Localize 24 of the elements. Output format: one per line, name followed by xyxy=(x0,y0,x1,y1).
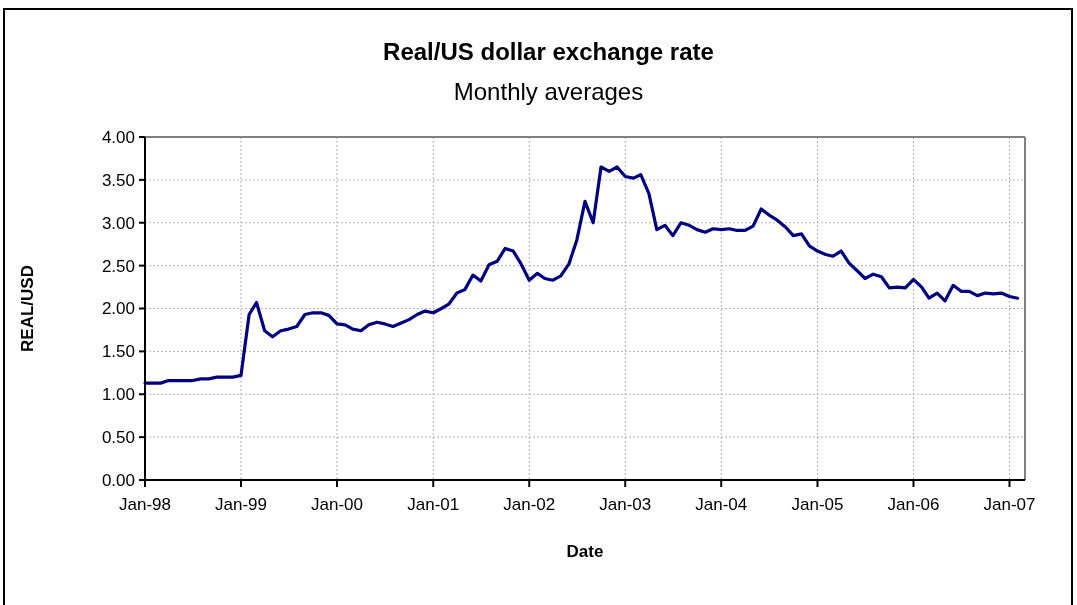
x-tick-label: Jan-03 xyxy=(599,495,652,514)
x-tick-label: Jan-06 xyxy=(887,495,940,514)
x-axis-title: Date xyxy=(566,542,604,561)
x-tick-label: Jan-99 xyxy=(215,495,267,514)
x-tick-label: Jan-02 xyxy=(503,495,556,514)
y-tick-label: 0.00 xyxy=(101,470,135,490)
x-tick-label: Jan-00 xyxy=(311,495,363,514)
y-axis-title: REAL/USD xyxy=(18,265,37,352)
y-tick-label: 3.50 xyxy=(101,170,135,190)
x-tick-label: Jan-04 xyxy=(695,495,748,514)
line-series xyxy=(143,165,1020,385)
x-tick-label: Jan-01 xyxy=(407,495,460,514)
y-tick-label: 2.00 xyxy=(101,299,135,319)
y-tick-label: 4.00 xyxy=(101,127,135,147)
chart-subtitle: Monthly averages xyxy=(453,78,644,105)
y-tick-label: 1.50 xyxy=(101,342,135,362)
y-tick-label: 2.50 xyxy=(101,256,135,276)
y-tick-label: 3.00 xyxy=(101,213,135,233)
x-tick-label: Jan-07 xyxy=(983,495,1036,514)
chart-title: Real/US dollar exchange rate xyxy=(383,38,714,65)
y-tick-label: 0.50 xyxy=(101,428,135,448)
y-tick-label: 1.00 xyxy=(101,385,135,405)
x-tick-label: Jan-05 xyxy=(791,495,844,514)
x-tick-label: Jan-98 xyxy=(119,495,171,514)
